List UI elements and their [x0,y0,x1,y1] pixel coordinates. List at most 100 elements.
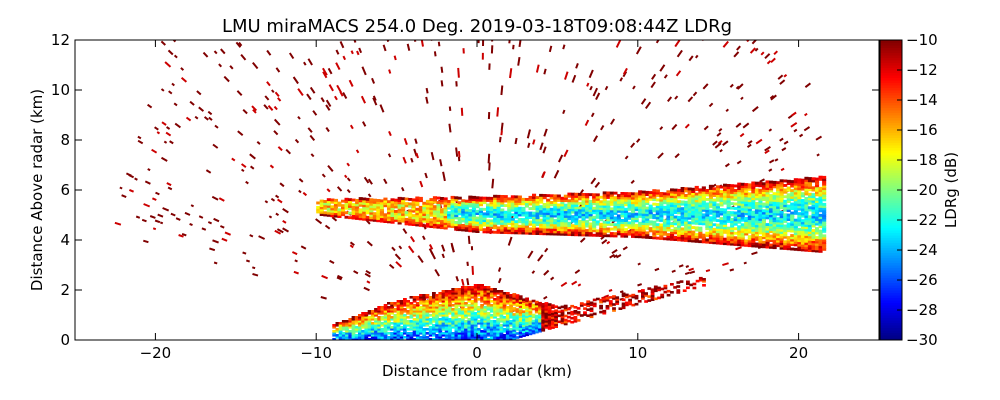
colorbar-segment [880,142,902,146]
colorbar-segment [880,45,902,48]
echo-cell [367,310,372,313]
cloud-cell [397,205,402,209]
cloud-cell [694,226,699,230]
cloud-cell [588,218,593,221]
echo-cell [387,308,391,311]
cloud-cell [790,218,795,222]
cloud-cell [754,213,759,217]
cloud-cell [804,206,809,209]
echo-cell [419,328,423,331]
cloud-cell [726,195,731,199]
echo-cell [538,313,542,317]
echo-cell [473,284,478,287]
cloud-cell [701,202,706,206]
cloud-cell [648,206,653,210]
echo-cell [419,322,423,325]
cloud-cell [574,208,579,212]
cloud-cell [737,187,742,190]
cloud-cell [478,216,483,220]
cloud-cell [447,218,452,221]
echo-cell [634,294,639,298]
cloud-cell [461,210,466,214]
cloud-cell [730,206,735,210]
cloud-cell [627,225,632,229]
echo-cell [473,292,478,295]
echo-cell [348,322,353,325]
cloud-cell [818,247,823,251]
cloud-cell [468,215,473,219]
echo-cell [451,288,456,291]
cloud-cell [418,217,423,221]
cloud-cell [730,202,735,206]
cloud-cell [326,209,331,213]
colorbar-segment [880,197,902,201]
echo-cell [441,320,446,323]
cloud-cell [737,209,742,213]
echo-cell [502,322,507,325]
cloud-cell [744,230,749,234]
cloud-cell [517,209,522,212]
cloud-cell [489,199,494,202]
echo-cell [480,316,484,319]
cloud-cell [496,212,501,216]
cloud-cell [737,243,742,247]
echo-cell [686,282,690,286]
cloud-cell [546,205,551,209]
cloud-cell [747,241,752,245]
echo-cell [493,312,497,315]
clutter-dash [630,179,635,185]
cloud-cell [609,200,614,204]
cloud-cell [701,215,706,219]
cloud-cell [422,215,427,219]
echo-cell [512,337,517,340]
cloud-cell [733,236,738,240]
cloud-cell [570,199,575,203]
cloud-cell [797,203,802,207]
cloud-cell [524,200,529,204]
cloud-cell [747,201,752,205]
cloud-cell [524,213,529,217]
echo-cell [332,326,337,329]
echo-cell [692,286,697,290]
cloud-cell [804,210,809,214]
echo-cell [351,338,356,340]
cloud-cell [783,199,788,203]
cloud-cell [769,198,774,202]
cloud-cell [489,219,494,223]
echo-cell [367,316,372,319]
cloud-cell [776,230,781,234]
cloud-cell [715,210,720,213]
cloud-cell [397,221,402,225]
clutter-dash [348,79,354,87]
echo-cell [451,316,456,319]
cloud-cell [776,188,781,191]
echo-cell [499,290,504,293]
echo-cell [470,330,475,333]
cloud-cell [503,197,508,201]
clutter-dash [382,44,387,52]
cloud-cell [761,216,766,219]
echo-cell [409,326,414,329]
colorbar-segment [880,177,902,181]
cloud-cell [641,190,646,194]
cloud-cell [489,208,494,211]
echo-cell [390,326,394,329]
cloud-cell [570,194,575,198]
clutter-dash [466,261,469,267]
cloud-cell [723,215,728,219]
echo-cell [435,308,439,311]
clutter-dash [733,51,740,58]
cloud-cell [372,200,377,204]
cloud-cell [408,211,413,215]
cloud-cell [804,181,809,185]
cloud-cell [542,216,547,220]
cloud-cell [793,223,798,227]
cloud-cell [645,231,650,235]
cloud-cell [790,198,795,201]
cloud-cell [677,224,682,228]
cloud-cell [408,202,413,206]
clutter-dash [644,101,652,109]
cloud-cell [471,227,476,231]
clutter-dash [242,251,247,255]
cloud-cell [627,205,632,209]
